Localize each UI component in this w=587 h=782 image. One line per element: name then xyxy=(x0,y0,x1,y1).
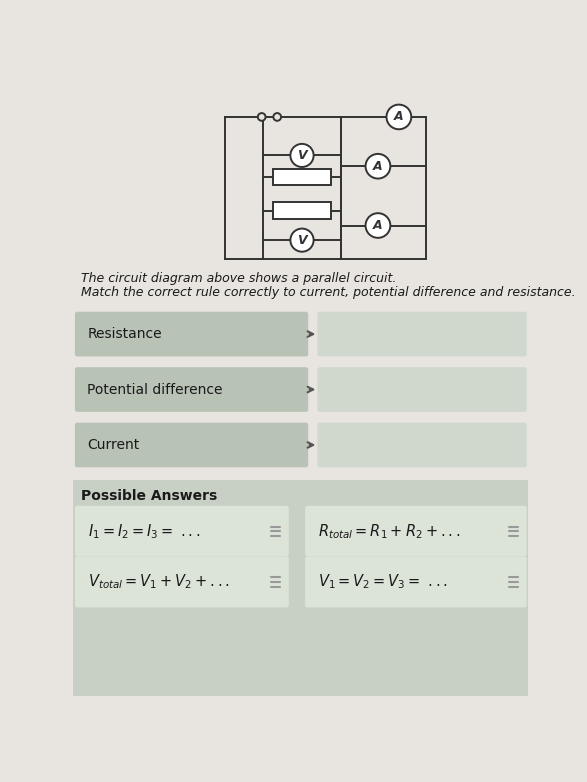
Text: A: A xyxy=(373,219,383,232)
Bar xyxy=(73,480,528,696)
Text: A: A xyxy=(394,110,404,124)
Text: V: V xyxy=(297,149,307,162)
FancyBboxPatch shape xyxy=(75,506,289,557)
Text: $I_1 = I_2 = I_3 = \ ...$: $I_1 = I_2 = I_3 = \ ...$ xyxy=(88,522,201,540)
Text: A: A xyxy=(373,160,383,173)
Text: Possible Answers: Possible Answers xyxy=(81,489,217,503)
Circle shape xyxy=(386,105,411,129)
FancyBboxPatch shape xyxy=(75,312,308,357)
Text: $V_1 = V_2 = V_3 = \ ...$: $V_1 = V_2 = V_3 = \ ...$ xyxy=(318,572,448,591)
Text: The circuit diagram above shows a parallel circuit.: The circuit diagram above shows a parall… xyxy=(81,272,396,285)
FancyBboxPatch shape xyxy=(75,422,308,468)
Text: $R_{total} = R_1 + R_2 + ...$: $R_{total} = R_1 + R_2 + ...$ xyxy=(318,522,461,540)
Bar xyxy=(272,169,332,185)
FancyBboxPatch shape xyxy=(318,422,527,468)
FancyBboxPatch shape xyxy=(75,557,289,608)
Text: $V_{total} = V_1 + V_2 + ...$: $V_{total} = V_1 + V_2 + ...$ xyxy=(88,572,230,591)
Text: Potential difference: Potential difference xyxy=(87,382,223,396)
Circle shape xyxy=(291,144,313,167)
Text: V: V xyxy=(297,234,307,246)
Text: Match the correct rule correctly to current, potential difference and resistance: Match the correct rule correctly to curr… xyxy=(81,286,576,300)
Text: Resistance: Resistance xyxy=(87,327,162,341)
FancyBboxPatch shape xyxy=(318,368,527,412)
FancyBboxPatch shape xyxy=(305,506,527,557)
Circle shape xyxy=(291,228,313,252)
Bar xyxy=(272,203,332,219)
Circle shape xyxy=(274,113,281,120)
Circle shape xyxy=(366,154,390,178)
Text: Current: Current xyxy=(87,438,140,452)
FancyBboxPatch shape xyxy=(305,557,527,608)
FancyBboxPatch shape xyxy=(75,368,308,412)
Circle shape xyxy=(366,213,390,238)
Circle shape xyxy=(258,113,265,120)
FancyBboxPatch shape xyxy=(318,312,527,357)
